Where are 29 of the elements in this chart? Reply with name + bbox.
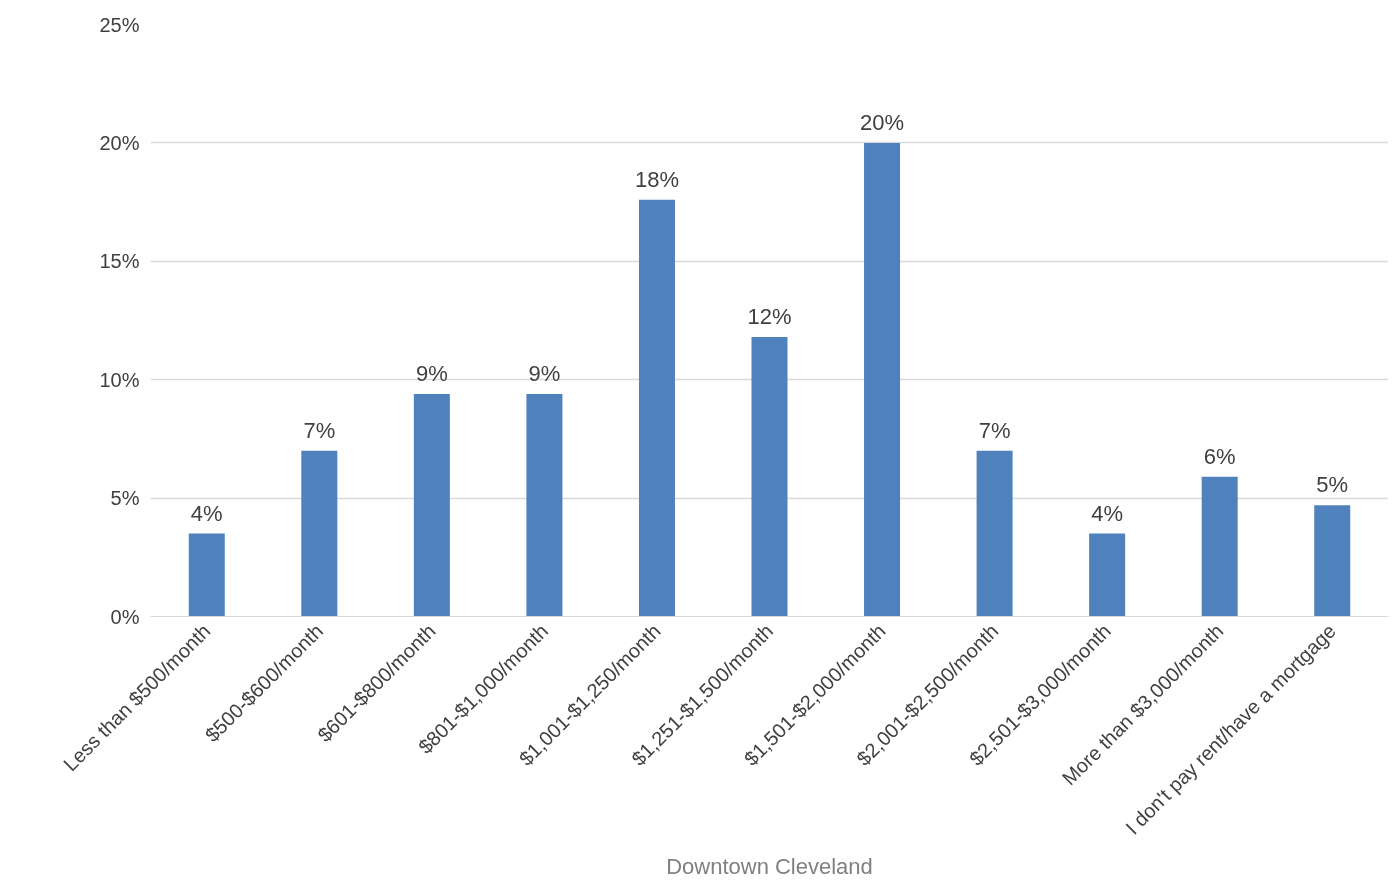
bar: [1089, 533, 1126, 617]
data-label: 6%: [1203, 443, 1236, 469]
data-label: 9%: [415, 360, 448, 386]
data-label: 12%: [747, 304, 792, 330]
y-tick-label: 0%: [110, 605, 140, 628]
data-label: 18%: [634, 166, 679, 192]
bar: [864, 142, 901, 617]
data-label: 7%: [303, 417, 336, 443]
bar: [638, 199, 675, 617]
bar: [1201, 476, 1238, 617]
data-label: 4%: [1091, 500, 1124, 526]
bar: [526, 393, 563, 617]
bar: [751, 337, 788, 617]
bar: [1314, 505, 1351, 617]
y-tick-label: 20%: [99, 131, 140, 154]
bar: [413, 393, 450, 617]
y-tick-label: 10%: [99, 368, 140, 391]
y-tick-label: 5%: [110, 487, 140, 510]
data-label: 4%: [190, 500, 223, 526]
y-tick-label: 15%: [99, 250, 140, 273]
bar: [301, 450, 338, 617]
x-axis-title: Downtown Cleveland: [666, 854, 873, 880]
y-tick-label: 25%: [99, 13, 140, 36]
bar: [976, 450, 1013, 617]
data-label: 7%: [978, 417, 1011, 443]
bar: [188, 533, 225, 617]
data-label: 9%: [528, 360, 561, 386]
data-label: 20%: [860, 109, 905, 135]
data-label: 5%: [1316, 472, 1349, 498]
